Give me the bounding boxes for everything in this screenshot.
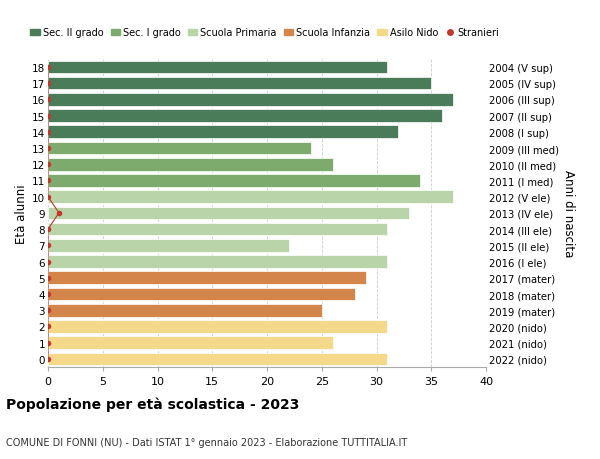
Bar (48, 158, 333, 171)
Bar (48, 62, 388, 74)
Bar (48, 353, 388, 365)
Bar (48, 304, 322, 317)
Bar (48, 224, 388, 236)
Bar (48, 288, 355, 301)
Bar (48, 126, 398, 139)
Bar (48, 272, 365, 285)
Bar (48, 320, 388, 333)
Y-axis label: Età alunni: Età alunni (15, 184, 28, 243)
Bar (48, 240, 289, 252)
Y-axis label: Anni di nascita: Anni di nascita (562, 170, 575, 257)
Bar (48, 191, 453, 203)
Bar (48, 175, 421, 187)
Bar (48, 336, 333, 349)
Text: COMUNE DI FONNI (NU) - Dati ISTAT 1° gennaio 2023 - Elaborazione TUTTITALIA.IT: COMUNE DI FONNI (NU) - Dati ISTAT 1° gen… (6, 437, 407, 448)
Bar (48, 207, 409, 220)
Bar (48, 78, 431, 90)
Bar (48, 256, 388, 269)
Bar (48, 94, 453, 106)
Bar (48, 142, 311, 155)
Text: Popolazione per età scolastica - 2023: Popolazione per età scolastica - 2023 (6, 396, 299, 411)
Bar (48, 110, 442, 123)
Legend: Sec. II grado, Sec. I grado, Scuola Primaria, Scuola Infanzia, Asilo Nido, Stran: Sec. II grado, Sec. I grado, Scuola Prim… (26, 24, 503, 42)
